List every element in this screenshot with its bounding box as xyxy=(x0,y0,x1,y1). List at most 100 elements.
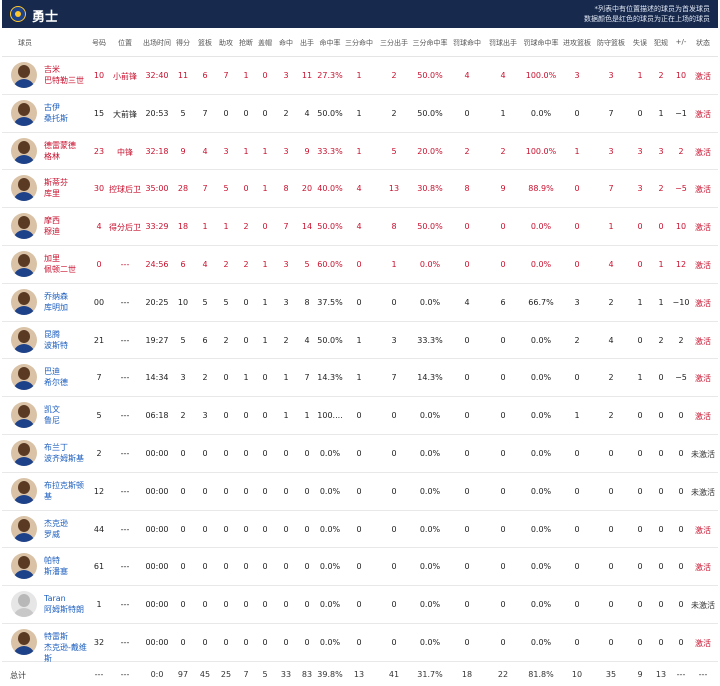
player-row[interactable]: 乔纳森 库明加 00 --- 20:25 10 5 5 0 1 3 8 37.5% 0 0 0.0% 4 6 66.… xyxy=(2,284,718,322)
cell-fouls: 1 xyxy=(658,259,664,269)
player-name-line1: 布兰丁 xyxy=(44,442,68,452)
cell-oreb: 0 xyxy=(574,222,580,232)
col-3pm[interactable]: 三分命中 xyxy=(345,39,373,47)
player-name[interactable]: 斯蒂芬 库里 xyxy=(44,177,94,199)
cell-rebounds: 0 xyxy=(202,600,208,610)
player-name[interactable]: 杰克逊 罗威 xyxy=(44,518,94,540)
col-oreb[interactable]: 进攻篮板 xyxy=(563,39,591,47)
player-row[interactable]: 德雷蒙德 格林 23 中锋 32:18 9 4 3 1 1 3 9 33.3% 1 5 20.0% 2 2 100.… xyxy=(2,133,718,171)
player-row[interactable]: 摩西 穆迪 4 得分后卫 33:29 18 1 1 2 0 7 14 50.0% 4 8 50.0% 0 0 0.0… xyxy=(2,208,718,246)
cell-fouls: 0 xyxy=(658,222,664,232)
cell-3pa: 2 xyxy=(391,71,397,80)
player-name[interactable]: 昆腾 波斯特 xyxy=(44,329,94,351)
col-fouls[interactable]: 犯规 xyxy=(654,39,668,47)
col-rebounds[interactable]: 篮板 xyxy=(198,39,212,47)
cell-fgm: 0 xyxy=(283,486,289,496)
player-name-line1: 杰克逊 xyxy=(44,518,68,528)
cell-dreb: 2 xyxy=(608,411,614,421)
cell-fg-pct: 0.0% xyxy=(319,448,341,458)
cell-points: 9 xyxy=(180,146,186,156)
col-turnovers[interactable]: 失误 xyxy=(633,39,647,47)
cell-blocks: 0 xyxy=(262,524,268,534)
col-position[interactable]: 位置 xyxy=(118,39,132,47)
cell-steals: 0 xyxy=(243,486,249,496)
cell-rebounds: 7 xyxy=(202,108,208,118)
player-name[interactable]: 古伊 桑托斯 xyxy=(44,102,94,124)
col-status[interactable]: 状态 xyxy=(696,39,710,47)
player-row[interactable]: 斯蒂芬 库里 30 控球后卫 35:00 28 7 5 0 1 8 20 40.0% 4 13 30.8% 8 9… xyxy=(2,170,718,209)
player-name[interactable]: 摩西 穆迪 xyxy=(44,215,94,237)
col-blocks[interactable]: 盖帽 xyxy=(258,39,272,47)
player-row[interactable]: 特雷斯 杰克逊-戴维斯 32 --- 00:00 0 0 0 0 0 0 0 0.0% 0 0 0.0% 0 0 0… xyxy=(2,624,718,664)
col-fgm[interactable]: 命中 xyxy=(279,39,293,47)
player-name[interactable]: 帕特 斯潘塞 xyxy=(44,555,94,577)
total-dreb: 35 xyxy=(605,669,617,679)
total-steals: 7 xyxy=(243,669,249,679)
player-name[interactable]: 乔纳森 库明加 xyxy=(44,291,94,313)
total-position: --- xyxy=(120,669,130,679)
col-points[interactable]: 得分 xyxy=(176,39,190,47)
col-plus-minus[interactable]: +/- xyxy=(675,38,687,46)
cell-ft-pct: 0.0% xyxy=(530,335,552,345)
cell-steals: 2 xyxy=(243,259,249,269)
player-name-line2: 波斯特 xyxy=(44,340,68,350)
player-name-line2: 杰克逊-戴维斯 xyxy=(44,642,87,663)
col-player[interactable]: 球员 xyxy=(18,39,32,47)
cell-fouls: 3 xyxy=(658,146,664,156)
player-row[interactable]: 古伊 桑托斯 15 大前锋 20:53 5 7 0 0 0 2 4 50.0% 1 2 50.0% 0 1 0.0%… xyxy=(2,95,718,133)
cell-fgm: 0 xyxy=(283,637,289,647)
col-fta[interactable]: 罚球出手 xyxy=(489,39,517,47)
col-fga[interactable]: 出手 xyxy=(300,39,314,47)
player-row[interactable]: 布拉克斯顿基 12 --- 00:00 0 0 0 0 0 0 0 0.0% 0 0 0.0% 0 0 0.0% 0… xyxy=(2,473,718,511)
player-row[interactable]: 昆腾 波斯特 21 --- 19:27 5 6 2 0 1 2 4 50.0% 1 3 33.3% 0 0 0.0%… xyxy=(2,322,718,360)
player-name[interactable]: 德雷蒙德 格林 xyxy=(44,140,94,162)
player-row[interactable]: 吉米 巴特勒三世 10 小前锋 32:40 11 6 7 1 0 3 11 27.3% 1 2 50.0% 4 4… xyxy=(2,57,718,95)
player-row[interactable]: 凯文 鲁尼 5 --- 06:18 2 3 0 0 0 1 1 100.... 0 0 0.0% 0 0 0.0% 1… xyxy=(2,397,718,435)
player-name[interactable]: 凯文 鲁尼 xyxy=(44,404,94,426)
cell-ftm: 0 xyxy=(464,108,470,118)
col-ftm[interactable]: 罚球命中 xyxy=(453,39,481,47)
col-dreb[interactable]: 防守篮板 xyxy=(597,39,625,47)
cell-status: 激活 xyxy=(695,72,711,81)
warriors-logo-icon xyxy=(10,6,26,22)
cell-ftm: 0 xyxy=(464,373,470,383)
player-name-line1: 布拉克斯顿 xyxy=(44,480,84,490)
player-row[interactable]: 加里 佩顿二世 0 --- 24:56 6 4 2 2 1 3 5 60.0% 0 1 0.0% 0 0 0.0% 0… xyxy=(2,246,718,284)
cell-blocks: 1 xyxy=(262,335,268,345)
col-assists[interactable]: 助攻 xyxy=(219,39,233,47)
player-row[interactable]: 布兰丁 波齐姆斯基 2 --- 00:00 0 0 0 0 0 0 0 0.0% 0 0 0.0% 0 0 0.0%… xyxy=(2,435,718,473)
cell-blocks: 0 xyxy=(262,222,268,232)
cell-ftm: 0 xyxy=(464,259,470,269)
col-ft-pct[interactable]: 罚球命中率 xyxy=(523,39,559,47)
col-3p-pct[interactable]: 三分命中率 xyxy=(412,39,448,47)
player-row[interactable]: Taran 阿姆斯特朗 1 --- 00:00 0 0 0 0 0 0 0 0.0% 0 0 0.0% 0 0 0.… xyxy=(2,586,718,624)
player-name[interactable]: 吉米 巴特勒三世 xyxy=(44,64,94,86)
player-name[interactable]: 布拉克斯顿基 xyxy=(44,480,94,502)
cell-dreb: 3 xyxy=(608,71,614,80)
cell-status: 激活 xyxy=(695,412,711,422)
player-name-line2: 穆迪 xyxy=(44,227,60,237)
cell-3p-pct: 20.0% xyxy=(417,146,443,156)
player-name[interactable]: 布兰丁 波齐姆斯基 xyxy=(44,442,94,464)
player-name[interactable]: 特雷斯 杰克逊-戴维斯 xyxy=(44,631,94,664)
col-steals[interactable]: 抢断 xyxy=(239,39,253,47)
cell-status: 激活 xyxy=(695,563,711,573)
cell-assists: 1 xyxy=(223,222,229,232)
cell-number: 7 xyxy=(96,373,102,383)
player-name[interactable]: 巴迪 希尔德 xyxy=(44,366,94,388)
col-fg-pct[interactable]: 命中率 xyxy=(319,39,341,47)
cell-status: 未激活 xyxy=(691,487,715,497)
player-name[interactable]: 加里 佩顿二世 xyxy=(44,253,94,275)
col-minutes[interactable]: 出场时间 xyxy=(143,39,171,47)
player-name[interactable]: Taran 阿姆斯特朗 xyxy=(44,593,94,615)
total-plus-minus: --- xyxy=(676,669,686,679)
col-number[interactable]: 号码 xyxy=(92,39,106,47)
cell-rebounds: 0 xyxy=(202,448,208,458)
cell-assists: 0 xyxy=(223,108,229,118)
cell-3pa: 8 xyxy=(391,222,397,232)
cell-ftm: 0 xyxy=(464,600,470,610)
player-row[interactable]: 帕特 斯潘塞 61 --- 00:00 0 0 0 0 0 0 0 0.0% 0 0 0.0% 0 0 0.0% 0 0… xyxy=(2,548,718,587)
player-row[interactable]: 杰克逊 罗威 44 --- 00:00 0 0 0 0 0 0 0 0.0% 0 0 0.0% 0 0 0.0% 0 0… xyxy=(2,511,718,549)
col-3pa[interactable]: 三分出手 xyxy=(380,39,408,47)
player-row[interactable]: 巴迪 希尔德 7 --- 14:34 3 2 0 1 0 1 7 14.3% 1 7 14.3% 0 0 0.0% 0… xyxy=(2,359,718,398)
